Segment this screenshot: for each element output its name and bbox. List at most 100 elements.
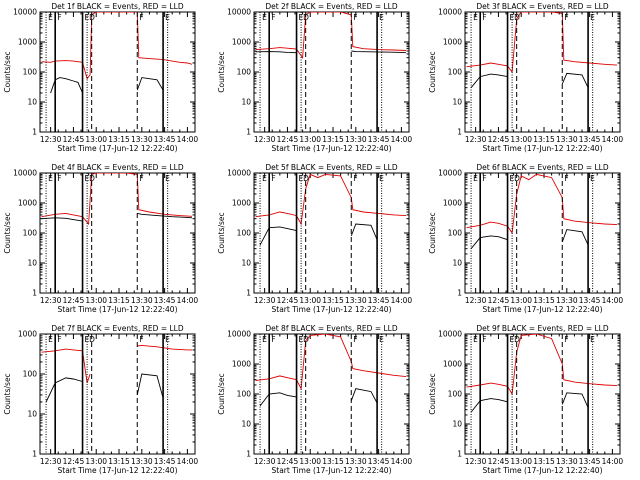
- plot-frame: [39, 333, 196, 455]
- series-lld-line: [255, 334, 407, 391]
- series-events-line: [136, 77, 164, 91]
- x-tick-label: 13:15: [322, 135, 344, 144]
- x-tick-label: 14:00: [602, 457, 624, 466]
- marker-label: F: [57, 13, 61, 22]
- y-tick-label: 10: [27, 410, 37, 419]
- x-tick-label: 14:00: [391, 135, 413, 144]
- x-axis-label: Start Time (17-Jun-12 12:22:40): [483, 466, 603, 475]
- panel-det-1: Det 1f BLACK = Events, RED = LLD Counts/s…: [3, 2, 198, 153]
- x-tick-label: 13:00: [85, 457, 107, 466]
- x-tick-label: 12:30: [254, 135, 276, 144]
- plot-frame: [464, 333, 621, 455]
- marker-label: F: [353, 174, 357, 183]
- marker-label: F: [57, 174, 61, 183]
- y-tick-label: 100: [237, 68, 252, 77]
- x-tick-label: 13:15: [108, 457, 130, 466]
- panel-det-6: Det 6f BLACK = Events, RED = LLD Counts/s…: [428, 163, 623, 314]
- series-group: [255, 12, 407, 59]
- series-events-line: [350, 223, 378, 240]
- x-tick-label: 12:45: [63, 135, 85, 144]
- x-tick-label: 13:45: [579, 457, 601, 466]
- marker-label: E: [48, 174, 53, 183]
- x-tick-label: 12:45: [63, 457, 85, 466]
- marker-label: F: [353, 13, 357, 22]
- marker-label: F: [139, 335, 143, 344]
- y-tick-label: 10000: [13, 169, 37, 178]
- x-tick-label: 14:00: [177, 135, 199, 144]
- series-events-line: [259, 226, 297, 246]
- panel-title: Det 1f BLACK = Events, RED = LLD: [51, 2, 184, 11]
- series-group: [41, 12, 193, 94]
- x-tick-label: 13:45: [368, 296, 390, 305]
- y-tick-label: 1000: [18, 330, 37, 339]
- panel-det-3: Det 3f BLACK = Events, RED = LLD Counts/s…: [428, 2, 623, 153]
- x-axis-label: Start Time (17-Jun-12 12:22:40): [58, 305, 178, 314]
- panel-title: Det 8f BLACK = Events, RED = LLD: [265, 324, 398, 333]
- x-tick-label: 13:15: [533, 296, 555, 305]
- panel-title: Det 5f BLACK = Events, RED = LLD: [265, 163, 398, 172]
- series-events-line: [470, 398, 508, 413]
- x-tick-label: 14:00: [391, 457, 413, 466]
- x-tick-label: 13:15: [108, 135, 130, 144]
- x-axis-label: Start Time (17-Jun-12 12:22:40): [272, 466, 392, 475]
- y-tick-label: 10000: [438, 8, 462, 17]
- series-lld-line: [137, 344, 192, 351]
- marker-label: E: [48, 335, 53, 344]
- marker-label: F: [564, 13, 568, 22]
- marker-label: D: [514, 174, 520, 183]
- x-tick-label: 13:00: [510, 135, 532, 144]
- series-events-line: [561, 392, 589, 408]
- x-tick-label: 13:00: [510, 296, 532, 305]
- x-tick-label: 13:15: [533, 135, 555, 144]
- y-tick-label: 1: [246, 289, 251, 298]
- y-tick-label: 10: [27, 259, 37, 268]
- series-lld-line: [41, 12, 193, 80]
- y-tick-label: 10: [27, 98, 37, 107]
- panel-det-8: Det 8f BLACK = Events, RED = LLD Counts/s…: [217, 324, 412, 475]
- x-tick-label: 14:00: [391, 296, 413, 305]
- marker-label: D: [89, 335, 95, 344]
- y-tick-label: 100: [448, 229, 463, 238]
- y-tick-label: 1000: [443, 360, 462, 369]
- x-tick-label: 12:45: [488, 135, 510, 144]
- series-group: [41, 173, 193, 226]
- marker-label: E: [473, 174, 478, 183]
- y-tick-label: 100: [23, 229, 38, 238]
- marker-label: F: [564, 174, 568, 183]
- marker-label: F: [139, 13, 143, 22]
- marker-label: D: [514, 335, 520, 344]
- plot-frame: [253, 172, 410, 294]
- marker-label: E: [262, 174, 267, 183]
- series-events-line: [45, 377, 83, 403]
- x-tick-label: 13:00: [85, 135, 107, 144]
- y-tick-label: 1000: [232, 360, 251, 369]
- x-tick-label: 13:30: [556, 296, 578, 305]
- x-tick-label: 12:30: [40, 457, 62, 466]
- plot-frame: [253, 11, 410, 133]
- marker-label: F: [564, 335, 568, 344]
- y-tick-label: 1000: [18, 199, 37, 208]
- x-tick-label: 12:45: [488, 457, 510, 466]
- y-axis-label: Counts/sec: [3, 373, 12, 414]
- x-tick-label: 12:30: [40, 135, 62, 144]
- series-events-line: [350, 388, 378, 404]
- plot-frame: [253, 333, 410, 455]
- x-tick-label: 13:30: [556, 135, 578, 144]
- marker-label: D: [514, 13, 520, 22]
- y-tick-label: 10000: [438, 169, 462, 178]
- x-tick-label: 12:30: [40, 296, 62, 305]
- marker-label: D: [303, 13, 309, 22]
- x-tick-label: 14:00: [602, 296, 624, 305]
- panel-title: Det 2f BLACK = Events, RED = LLD: [265, 2, 398, 11]
- y-axis-label: Counts/sec: [217, 212, 226, 253]
- x-axis-label: Start Time (17-Jun-12 12:22:40): [272, 144, 392, 153]
- plot-frame: [39, 11, 196, 133]
- x-tick-label: 14:00: [177, 296, 199, 305]
- series-events-line: [470, 235, 508, 249]
- panel-title: Det 7f BLACK = Events, RED = LLD: [51, 324, 184, 333]
- y-tick-label: 10: [241, 259, 251, 268]
- x-tick-label: 13:45: [368, 135, 390, 144]
- marker-label: D: [89, 13, 95, 22]
- marker-label: E: [262, 335, 267, 344]
